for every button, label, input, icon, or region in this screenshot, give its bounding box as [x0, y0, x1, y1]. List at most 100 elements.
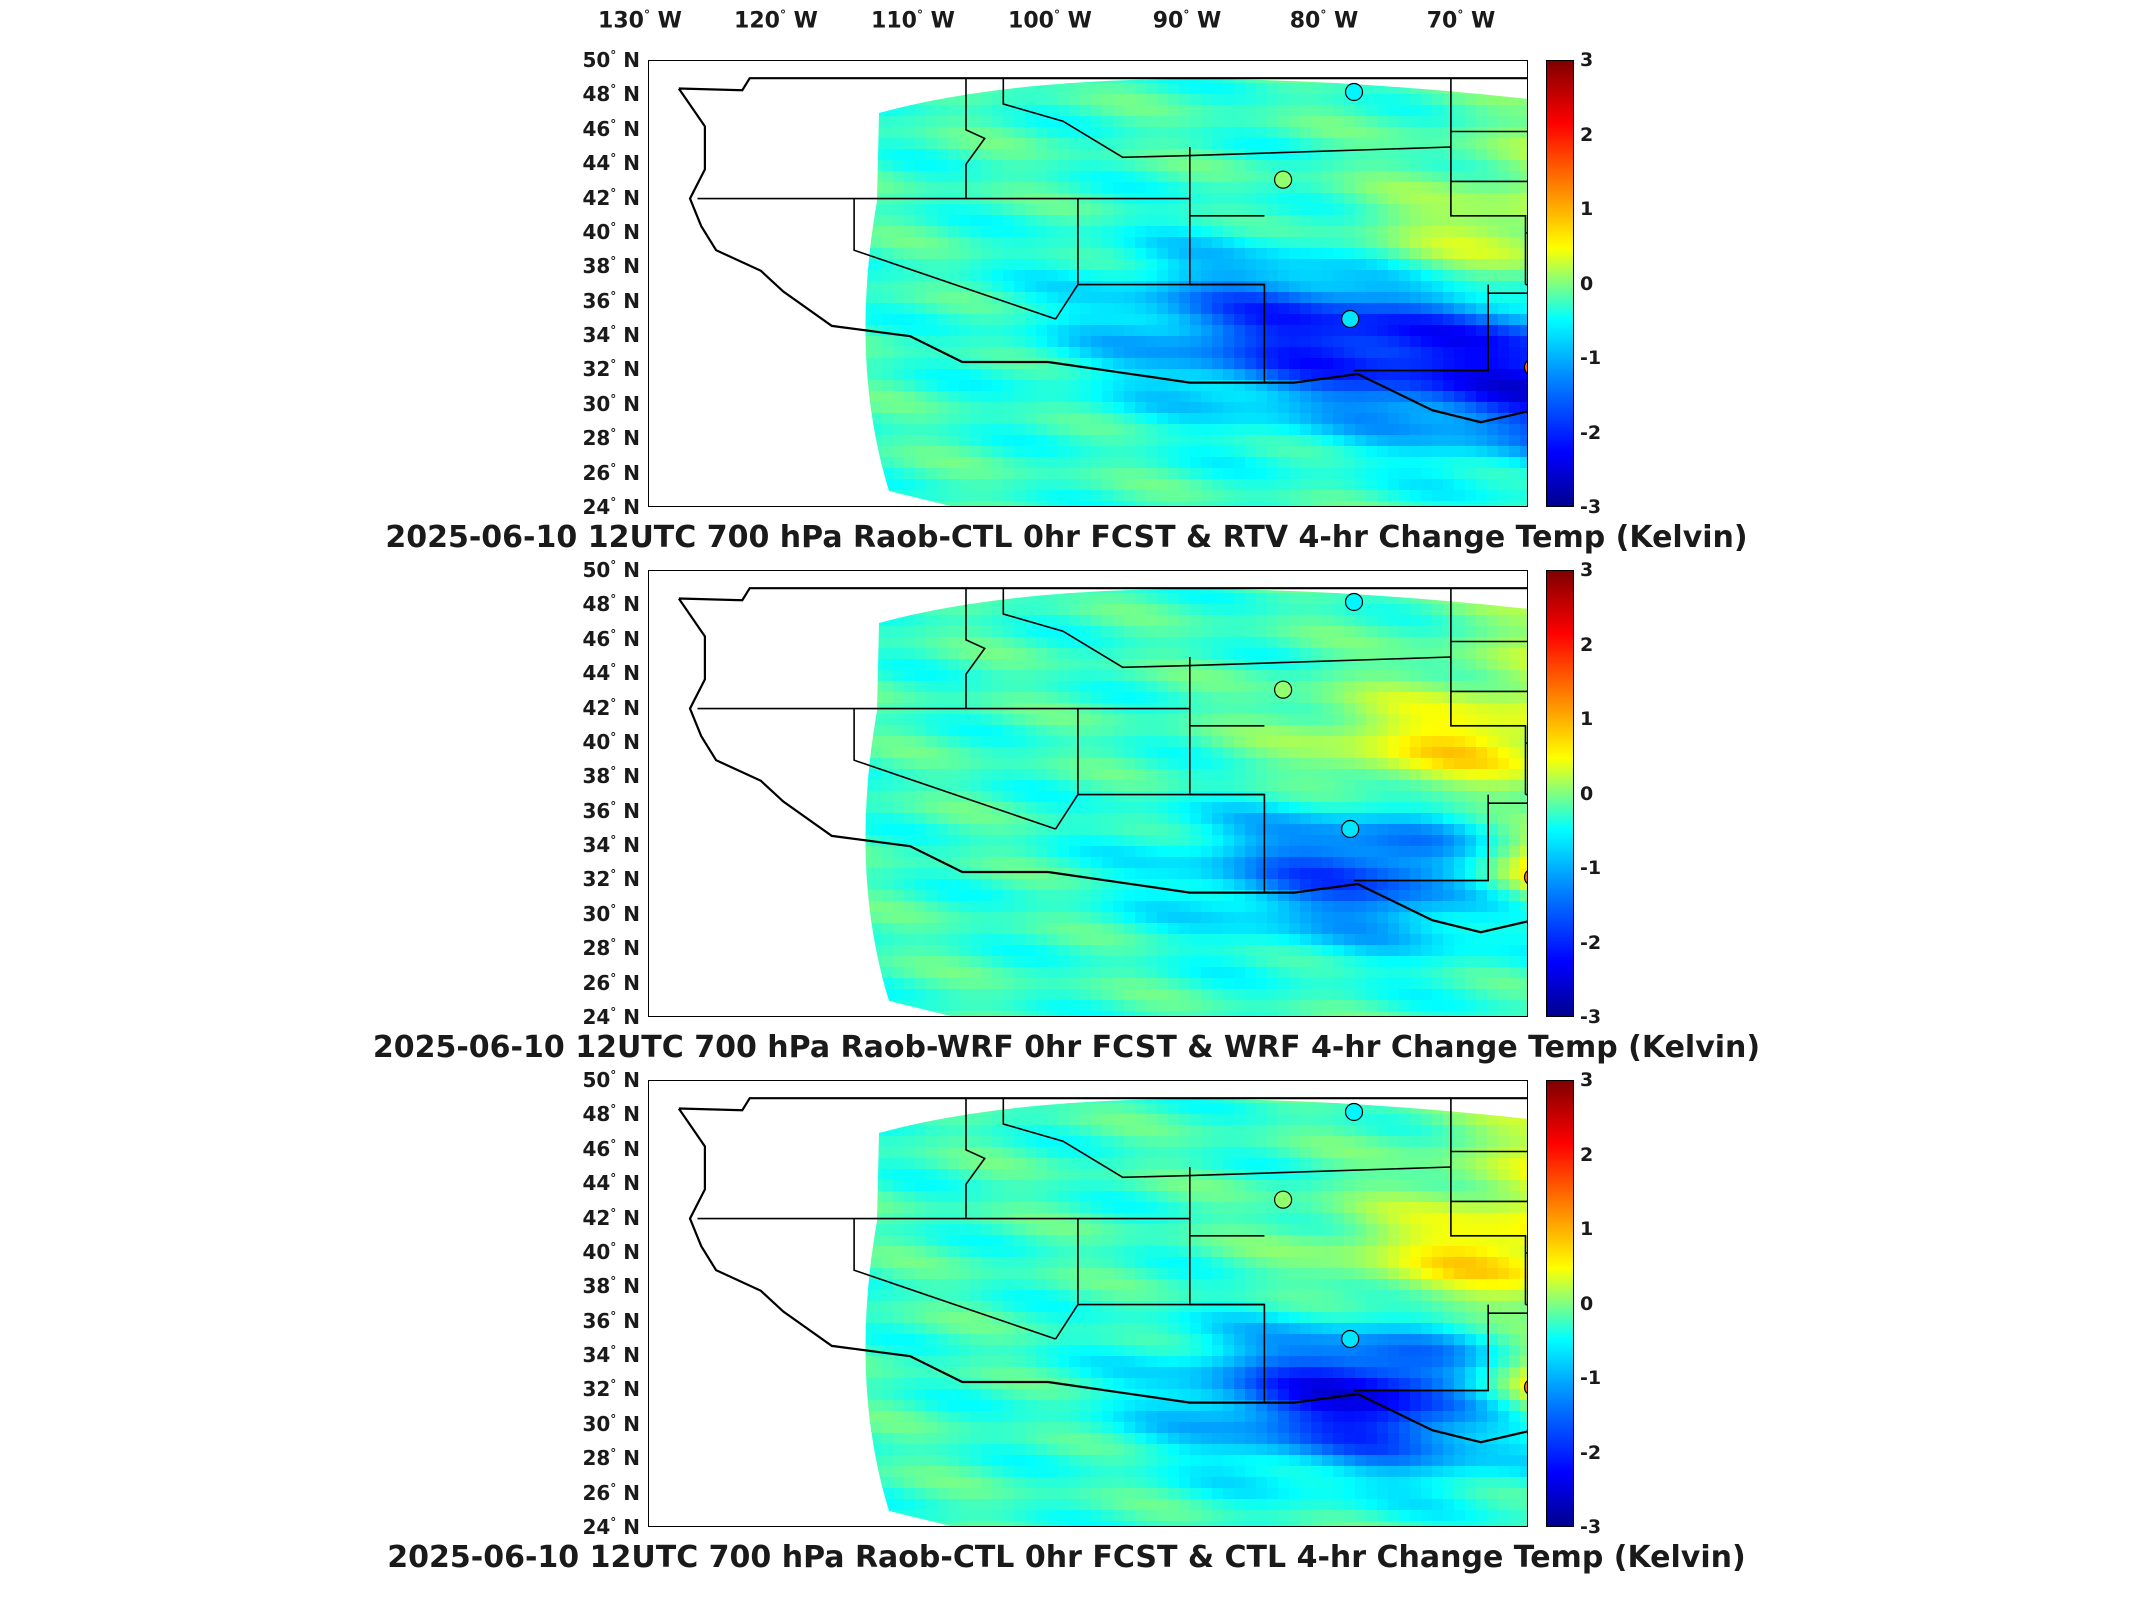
- latitude-degree: 32: [582, 867, 611, 892]
- latitude-degree: 46: [582, 1136, 611, 1161]
- latitude-degree: 28: [582, 936, 611, 961]
- state-boundaries: [677, 77, 1527, 424]
- latitude-label: 30° N: [582, 1411, 640, 1436]
- longitude-degree: 130: [598, 8, 644, 34]
- latitude-label: 48° N: [582, 592, 640, 617]
- colorbar-tick-label: 3: [1580, 1069, 1594, 1091]
- map-svg: [677, 1097, 1527, 1526]
- latitude-hemisphere: N: [623, 1102, 640, 1127]
- latitude-hemisphere: N: [623, 323, 640, 348]
- raob-station-marker: [1523, 1380, 1527, 1395]
- latitude-label: 40° N: [582, 729, 640, 754]
- longitude-degree: 80: [1289, 8, 1321, 34]
- colorbar-tick-label: 2: [1580, 1143, 1594, 1166]
- longitude-label: 120° W: [734, 8, 818, 34]
- raob-station-marker: [1341, 1329, 1360, 1349]
- latitude-label: 26° N: [582, 1480, 640, 1505]
- latitude-label: 32° N: [582, 357, 640, 382]
- latitude-degree: 42: [582, 695, 611, 720]
- latitude-label: 24° N: [582, 495, 640, 519]
- latitude-degree: 36: [582, 798, 611, 823]
- longitude-label: 130° W: [598, 8, 682, 34]
- latitude-label: 28° N: [582, 426, 640, 451]
- longitude-degree: 100: [1008, 8, 1054, 34]
- latitude-hemisphere: N: [623, 219, 640, 244]
- latitude-degree: 24: [582, 1515, 611, 1539]
- latitude-hemisphere: N: [623, 495, 640, 519]
- latitude-degree: 42: [582, 185, 611, 210]
- raob-station-marker: [1523, 360, 1527, 375]
- latitude-degree: 26: [582, 970, 611, 995]
- latitude-label: 40° N: [582, 219, 640, 244]
- raob-station-marker: [1341, 819, 1360, 839]
- latitude-degree: 24: [582, 1005, 611, 1029]
- latitude-degree: 44: [582, 1171, 611, 1196]
- latitude-degree: 50: [582, 1068, 611, 1092]
- longitude-degree: 70: [1426, 8, 1458, 34]
- latitude-hemisphere: N: [623, 391, 640, 416]
- colorbar-tick-label: 0: [1580, 782, 1594, 805]
- latitude-label: 44° N: [582, 661, 640, 686]
- temperature-field: [865, 589, 1527, 1016]
- latitude-label: 38° N: [582, 1274, 640, 1299]
- raob-stations: [1273, 82, 1527, 375]
- latitude-label: 36° N: [582, 798, 640, 823]
- latitude-label: 34° N: [582, 833, 640, 858]
- colorbar-tick-label: -3: [1580, 1516, 1602, 1538]
- panel-caption: 2025-06-10 12UTC 700 hPa Raob-CTL 0hr FC…: [387, 1540, 1746, 1575]
- latitude-label: 30° N: [582, 391, 640, 416]
- latitude-degree: 32: [582, 357, 611, 382]
- latitude-hemisphere: N: [623, 626, 640, 651]
- latitude-label: 44° N: [582, 1171, 640, 1196]
- map-rtv: [648, 60, 1528, 507]
- map-ctl: [648, 1080, 1528, 1527]
- longitude-label: 100° W: [1008, 8, 1092, 34]
- colorbar-tick-label: -1: [1580, 857, 1602, 879]
- latitude-degree: 32: [582, 1377, 611, 1402]
- raob-station-marker: [1344, 592, 1364, 612]
- longitude-label: 70° W: [1426, 8, 1496, 34]
- latitude-label: 42° N: [582, 185, 640, 210]
- latitude-hemisphere: N: [623, 1446, 640, 1471]
- latitude-hemisphere: N: [623, 1205, 640, 1230]
- latitude-degree: 26: [582, 460, 611, 485]
- longitude-label: 90° W: [1152, 8, 1222, 34]
- latitude-label: 50° N: [582, 558, 640, 582]
- latitude-label: 34° N: [582, 323, 640, 348]
- colorbar: [1546, 1080, 1574, 1527]
- latitude-label: 48° N: [582, 82, 640, 107]
- raob-stations: [1273, 592, 1527, 885]
- latitude-hemisphere: N: [623, 1480, 640, 1505]
- latitude-hemisphere: N: [623, 1308, 640, 1333]
- latitude-hemisphere: N: [623, 116, 640, 141]
- latitude-label: 42° N: [582, 695, 640, 720]
- latitude-label: 40° N: [582, 1239, 640, 1264]
- latitude-hemisphere: N: [623, 288, 640, 313]
- panel-rtv: 2025-06-10 12UTC 700 hPa Raob-CTL 0hr FC…: [0, 48, 2133, 570]
- raob-station-marker: [1344, 82, 1364, 102]
- latitude-hemisphere: N: [623, 1068, 640, 1092]
- latitude-hemisphere: N: [623, 1171, 640, 1196]
- latitude-hemisphere: N: [623, 185, 640, 210]
- latitude-hemisphere: N: [623, 151, 640, 176]
- raob-station-marker: [1273, 1190, 1293, 1209]
- colorbar-tick-label: 1: [1580, 708, 1594, 730]
- latitude-degree: 46: [582, 626, 611, 651]
- latitude-hemisphere: N: [623, 82, 640, 107]
- latitude-label: 34° N: [582, 1343, 640, 1368]
- colorbar-tick-label: 1: [1580, 1218, 1594, 1240]
- latitude-label: 26° N: [582, 970, 640, 995]
- map-svg: [677, 77, 1527, 506]
- raob-station-marker: [1341, 309, 1360, 329]
- latitude-degree: 24: [582, 495, 611, 519]
- latitude-hemisphere: N: [623, 48, 640, 72]
- colorbar-tick-label: 3: [1580, 559, 1594, 581]
- raob-station-marker: [1523, 870, 1527, 885]
- latitude-hemisphere: N: [623, 833, 640, 858]
- longitude-hemisphere: W: [1197, 8, 1222, 34]
- colorbar-tick-label: 0: [1580, 1292, 1594, 1315]
- latitude-degree: 40: [582, 219, 611, 244]
- latitude-label: 24° N: [582, 1005, 640, 1029]
- latitude-degree: 38: [582, 1274, 611, 1299]
